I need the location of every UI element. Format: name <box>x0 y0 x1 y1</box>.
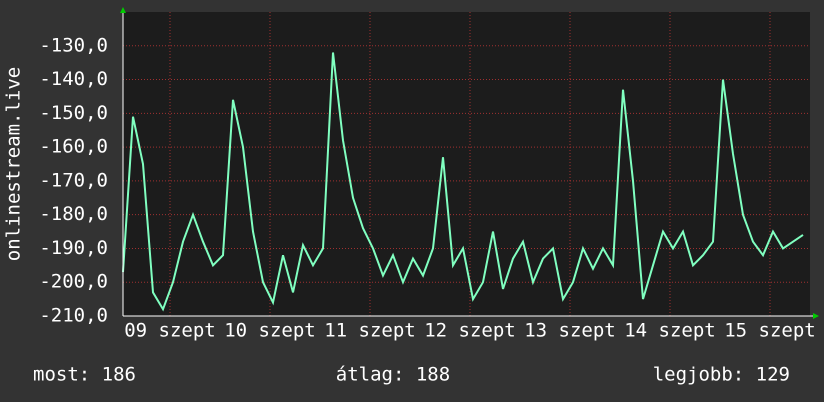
stat-best: legjobb: 129 <box>653 364 790 386</box>
y-arrow <box>120 7 126 13</box>
y-tick-label: -130,0 <box>39 34 108 56</box>
x-tick-label: 14 szept <box>624 320 716 342</box>
x-tick-label: 13 szept <box>524 320 616 342</box>
x-tick-label: 10 szept <box>224 320 316 342</box>
y-tick-label: -180,0 <box>39 203 108 225</box>
y-tick-label: -210,0 <box>39 305 108 327</box>
y-tick-label: -170,0 <box>39 169 108 191</box>
x-tick-label: 11 szept <box>324 320 416 342</box>
x-tick-label: 12 szept <box>424 320 516 342</box>
stat-current: most: 186 <box>33 364 136 386</box>
y-axis-title: onlinestream.live <box>3 67 25 261</box>
x-arrow <box>813 313 819 319</box>
x-tick-label: 15 szept <box>724 320 816 342</box>
data-line <box>122 52 804 312</box>
y-tick-label: -190,0 <box>39 237 108 259</box>
x-tick-label: 09 szept <box>124 320 216 342</box>
y-tick-label: -160,0 <box>39 136 108 158</box>
y-tick-label: -140,0 <box>39 68 108 90</box>
y-tick-label: -150,0 <box>39 102 108 124</box>
stat-average: átlag: 188 <box>336 364 450 386</box>
y-tick-label: -200,0 <box>39 271 108 293</box>
